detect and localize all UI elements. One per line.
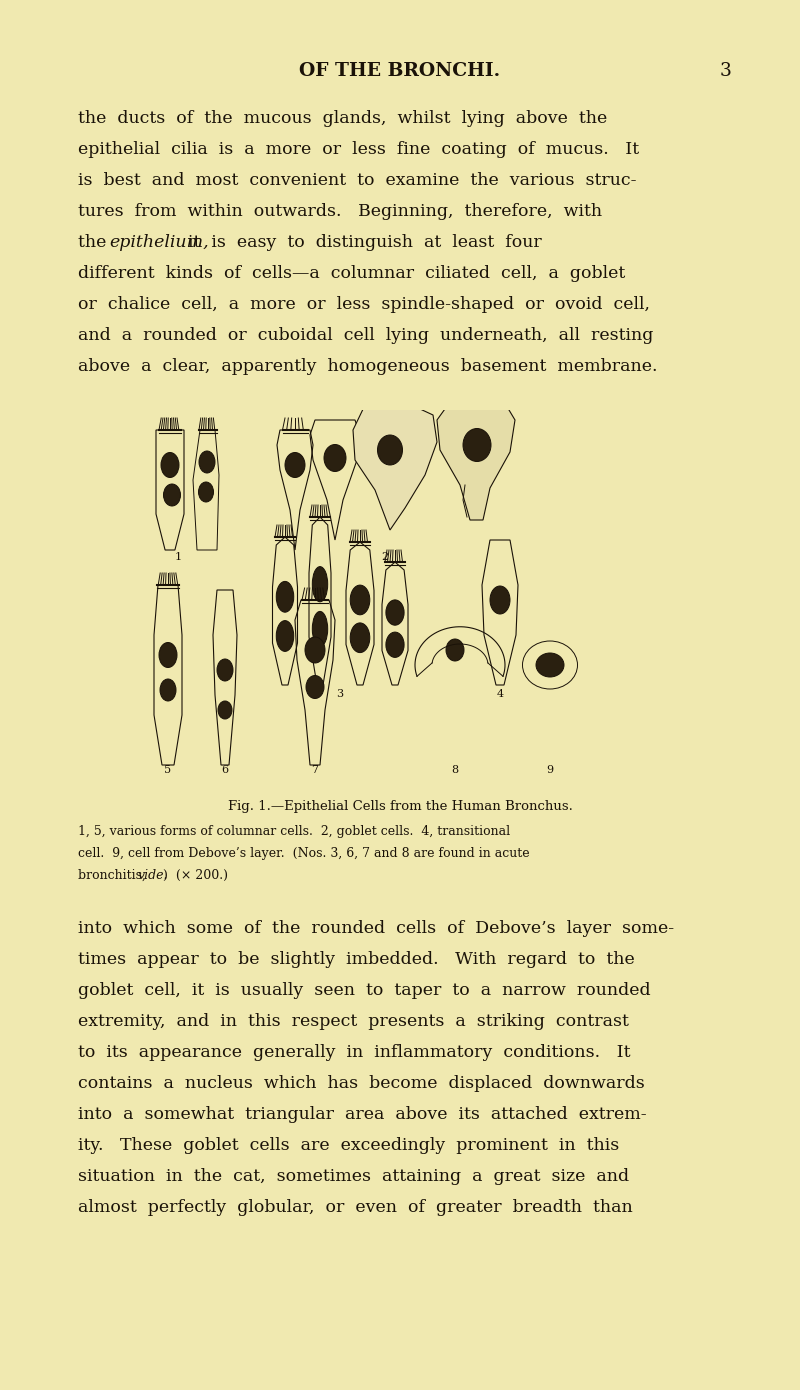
Text: 1: 1 (174, 552, 182, 562)
Ellipse shape (160, 678, 176, 701)
Text: 2: 2 (382, 552, 389, 562)
Text: into  which  some  of  the  rounded  cells  of  Debove’s  layer  some-: into which some of the rounded cells of … (78, 920, 674, 937)
Text: ity.   These  goblet  cells  are  exceedingly  prominent  in  this: ity. These goblet cells are exceedingly … (78, 1137, 619, 1154)
Text: tures  from  within  outwards.   Beginning,  therefore,  with: tures from within outwards. Beginning, t… (78, 203, 602, 220)
Text: times  appear  to  be  slightly  imbedded.   With  regard  to  the: times appear to be slightly imbedded. Wi… (78, 951, 634, 967)
Text: 4: 4 (497, 689, 503, 699)
Text: 6: 6 (222, 765, 229, 776)
Ellipse shape (285, 453, 305, 478)
Ellipse shape (312, 612, 328, 646)
Text: and  a  rounded  or  cuboidal  cell  lying  underneath,  all  resting: and a rounded or cuboidal cell lying und… (78, 327, 654, 343)
Ellipse shape (350, 623, 370, 652)
Text: 3: 3 (337, 689, 343, 699)
Ellipse shape (276, 581, 294, 612)
Text: )  (× 200.): ) (× 200.) (163, 869, 228, 883)
Ellipse shape (386, 632, 404, 657)
Text: almost  perfectly  globular,  or  even  of  greater  breadth  than: almost perfectly globular, or even of gr… (78, 1200, 633, 1216)
Text: different  kinds  of  cells—a  columnar  ciliated  cell,  a  goblet: different kinds of cells—a columnar cili… (78, 265, 626, 282)
Ellipse shape (217, 659, 233, 681)
Text: to  its  appearance  generally  in  inflammatory  conditions.   It: to its appearance generally in inflammat… (78, 1044, 630, 1061)
Ellipse shape (218, 701, 232, 719)
Polygon shape (437, 395, 515, 520)
Text: bronchitis,: bronchitis, (78, 869, 150, 883)
Text: 1, 5, various forms of columnar cells.  2, goblet cells.  4, transitional: 1, 5, various forms of columnar cells. 2… (78, 826, 510, 838)
Text: situation  in  the  cat,  sometimes  attaining  a  great  size  and: situation in the cat, sometimes attainin… (78, 1168, 629, 1186)
Text: is  best  and  most  convenient  to  examine  the  various  struc-: is best and most convenient to examine t… (78, 172, 637, 189)
Ellipse shape (378, 435, 402, 466)
Text: it  is  easy  to  distinguish  at  least  four: it is easy to distinguish at least four (178, 234, 542, 252)
Text: above  a  clear,  apparently  homogeneous  basement  membrane.: above a clear, apparently homogeneous ba… (78, 359, 658, 375)
Ellipse shape (163, 484, 181, 506)
Ellipse shape (198, 482, 214, 502)
Text: contains  a  nucleus  which  has  become  displaced  downwards: contains a nucleus which has become disp… (78, 1074, 645, 1093)
Ellipse shape (536, 653, 564, 677)
Text: extremity,  and  in  this  respect  presents  a  striking  contrast: extremity, and in this respect presents … (78, 1013, 629, 1030)
Text: 8: 8 (451, 765, 458, 776)
Ellipse shape (199, 450, 215, 473)
Text: into  a  somewhat  triangular  area  above  its  attached  extrem-: into a somewhat triangular area above it… (78, 1106, 646, 1123)
Text: the: the (78, 234, 118, 252)
Text: 9: 9 (546, 765, 554, 776)
Ellipse shape (386, 600, 404, 626)
Ellipse shape (350, 585, 370, 614)
Ellipse shape (324, 445, 346, 471)
Text: 7: 7 (311, 765, 318, 776)
Text: epithelium,: epithelium, (109, 234, 209, 252)
Text: 5: 5 (165, 765, 171, 776)
Ellipse shape (306, 676, 324, 699)
Text: 3: 3 (720, 63, 732, 81)
Polygon shape (353, 402, 437, 530)
Text: Fig. 1.—Epithelial Cells from the Human Bronchus.: Fig. 1.—Epithelial Cells from the Human … (227, 801, 573, 813)
Text: OF THE BRONCHI.: OF THE BRONCHI. (299, 63, 501, 81)
Ellipse shape (159, 642, 177, 667)
Text: goblet  cell,  it  is  usually  seen  to  taper  to  a  narrow  rounded: goblet cell, it is usually seen to taper… (78, 981, 650, 999)
Ellipse shape (305, 637, 325, 663)
Text: epithelial  cilia  is  a  more  or  less  fine  coating  of  mucus.   It: epithelial cilia is a more or less fine … (78, 140, 639, 158)
Ellipse shape (276, 620, 294, 652)
Ellipse shape (161, 453, 179, 478)
Text: cell.  9, cell from Debove’s layer.  (Nos. 3, 6, 7 and 8 are found in acute: cell. 9, cell from Debove’s layer. (Nos.… (78, 847, 530, 860)
Text: the  ducts  of  the  mucous  glands,  whilst  lying  above  the: the ducts of the mucous glands, whilst l… (78, 110, 607, 126)
Text: vide.: vide. (138, 869, 169, 883)
Text: or  chalice  cell,  a  more  or  less  spindle-shaped  or  ovoid  cell,: or chalice cell, a more or less spindle-… (78, 296, 650, 313)
Ellipse shape (446, 639, 464, 662)
Ellipse shape (490, 587, 510, 614)
Ellipse shape (463, 428, 491, 461)
Ellipse shape (312, 567, 328, 602)
